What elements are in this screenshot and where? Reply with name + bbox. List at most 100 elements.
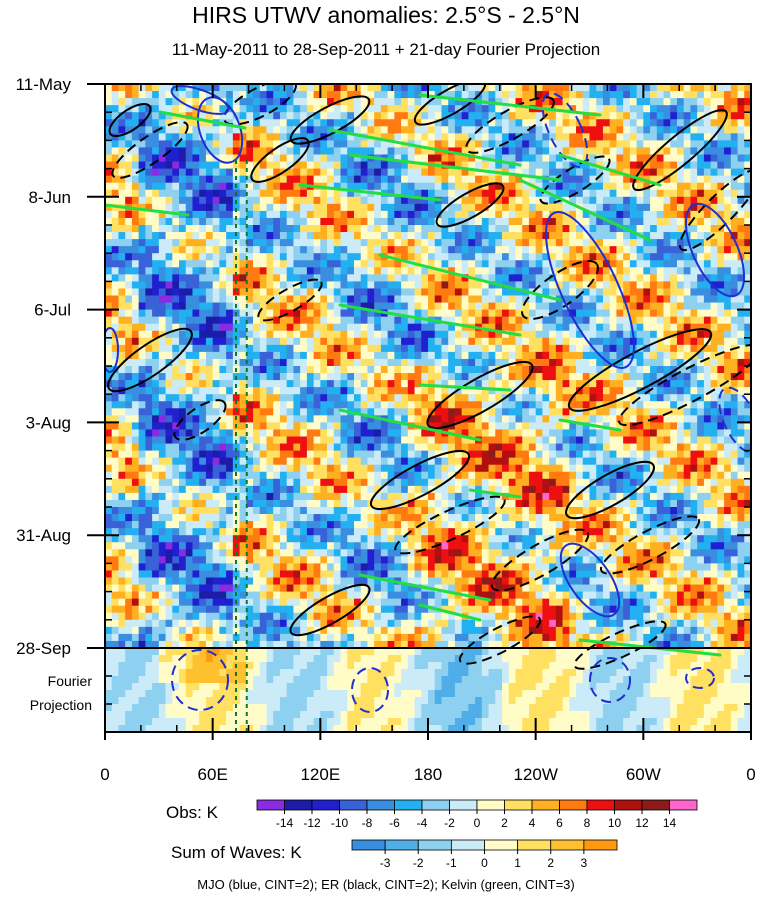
heat-cell — [475, 443, 483, 452]
heat-cell — [690, 232, 698, 240]
heat-cell — [219, 161, 227, 170]
heat-cell — [663, 394, 671, 402]
heat-cell — [724, 436, 732, 445]
heat-cell — [710, 330, 718, 339]
heat-cell — [192, 274, 200, 282]
heat-cell — [232, 168, 241, 177]
heat-cell — [744, 316, 751, 325]
heat-cell — [266, 217, 274, 226]
heat-cell — [724, 217, 732, 226]
heat-cell — [589, 133, 597, 141]
heat-cell — [394, 189, 402, 198]
heat-cell — [192, 429, 200, 438]
heat-cell — [185, 182, 194, 191]
heat-cell — [636, 217, 644, 226]
heat-cell — [515, 232, 523, 240]
heat-cell — [414, 119, 422, 127]
heat-cell — [138, 267, 146, 275]
heat-cell — [555, 253, 564, 261]
heat-cell — [192, 316, 200, 325]
heat-cell — [327, 373, 335, 381]
heat-cell — [414, 401, 422, 409]
heat-cell — [609, 281, 618, 290]
heat-cell — [434, 225, 443, 233]
heat-cell — [185, 175, 194, 184]
heat-cell — [179, 246, 187, 254]
heat-cell — [387, 323, 395, 332]
heat-cell — [535, 133, 543, 141]
heat-cell — [158, 415, 167, 423]
heat-cell — [118, 302, 126, 311]
heat-cell — [387, 126, 395, 134]
heat-cell — [401, 225, 409, 233]
heat-cell — [441, 330, 449, 339]
heat-cell — [710, 366, 718, 374]
heat-cell — [387, 84, 395, 92]
heat-cell — [340, 394, 348, 402]
heat-cell — [293, 189, 301, 198]
heat-cell — [582, 358, 591, 367]
heat-cell — [663, 182, 671, 191]
heat-cell — [374, 84, 382, 92]
heat-cell — [367, 196, 375, 205]
heat-cell — [347, 373, 355, 381]
heat-cell — [226, 126, 234, 134]
heat-cell — [219, 182, 227, 191]
heat-cell — [434, 337, 443, 346]
heat-cell — [616, 330, 624, 339]
heat-cell — [219, 91, 227, 99]
heat-cell — [367, 422, 375, 431]
heat-cell — [394, 295, 402, 304]
heat-cell — [293, 309, 301, 318]
heat-cell — [643, 330, 651, 339]
heat-cell — [717, 295, 725, 304]
heat-cell — [636, 295, 644, 304]
heat-cell — [569, 380, 577, 388]
heat-cell — [576, 126, 584, 134]
heat-cell — [152, 189, 160, 198]
heat-cell — [441, 239, 449, 247]
heat-cell — [125, 429, 133, 438]
heat-cell — [650, 344, 658, 353]
heat-cell — [421, 274, 429, 282]
heat-cell — [549, 133, 557, 141]
heat-cell — [508, 203, 517, 212]
heat-cell — [421, 246, 429, 254]
heat-cell — [562, 217, 570, 226]
heat-cell — [226, 140, 234, 149]
heat-cell — [266, 429, 274, 438]
heat-cell — [266, 302, 274, 311]
heat-cell — [549, 239, 557, 247]
heat-cell — [609, 274, 618, 282]
heat-cell — [414, 408, 422, 416]
heat-cell — [488, 196, 496, 205]
heat-cell — [199, 281, 207, 290]
heat-cell — [502, 196, 510, 205]
heat-cell — [367, 119, 375, 127]
heat-cell — [609, 210, 618, 219]
heat-cell — [320, 175, 328, 184]
heat-cell — [387, 415, 395, 423]
heat-cell — [589, 316, 597, 325]
heat-cell — [724, 358, 732, 367]
heat-cell — [502, 351, 510, 360]
heat-cell — [502, 415, 510, 423]
heat-cell — [730, 232, 739, 240]
heat-cell — [508, 422, 517, 431]
heat-cell — [737, 415, 745, 423]
heat-cell — [495, 316, 503, 325]
heat-cell — [508, 253, 517, 261]
heat-cell — [239, 323, 247, 332]
heat-cell — [629, 105, 638, 113]
heat-cell — [690, 373, 698, 381]
heat-cell — [246, 295, 254, 304]
heat-cell — [717, 189, 725, 198]
heat-cell — [421, 98, 429, 106]
heat-cell — [273, 387, 281, 395]
heat-cell — [185, 401, 194, 409]
heat-cell — [347, 232, 355, 240]
heat-cell — [374, 105, 382, 113]
heat-cell — [515, 189, 523, 198]
heat-cell — [125, 189, 133, 198]
heat-cell — [589, 394, 597, 402]
